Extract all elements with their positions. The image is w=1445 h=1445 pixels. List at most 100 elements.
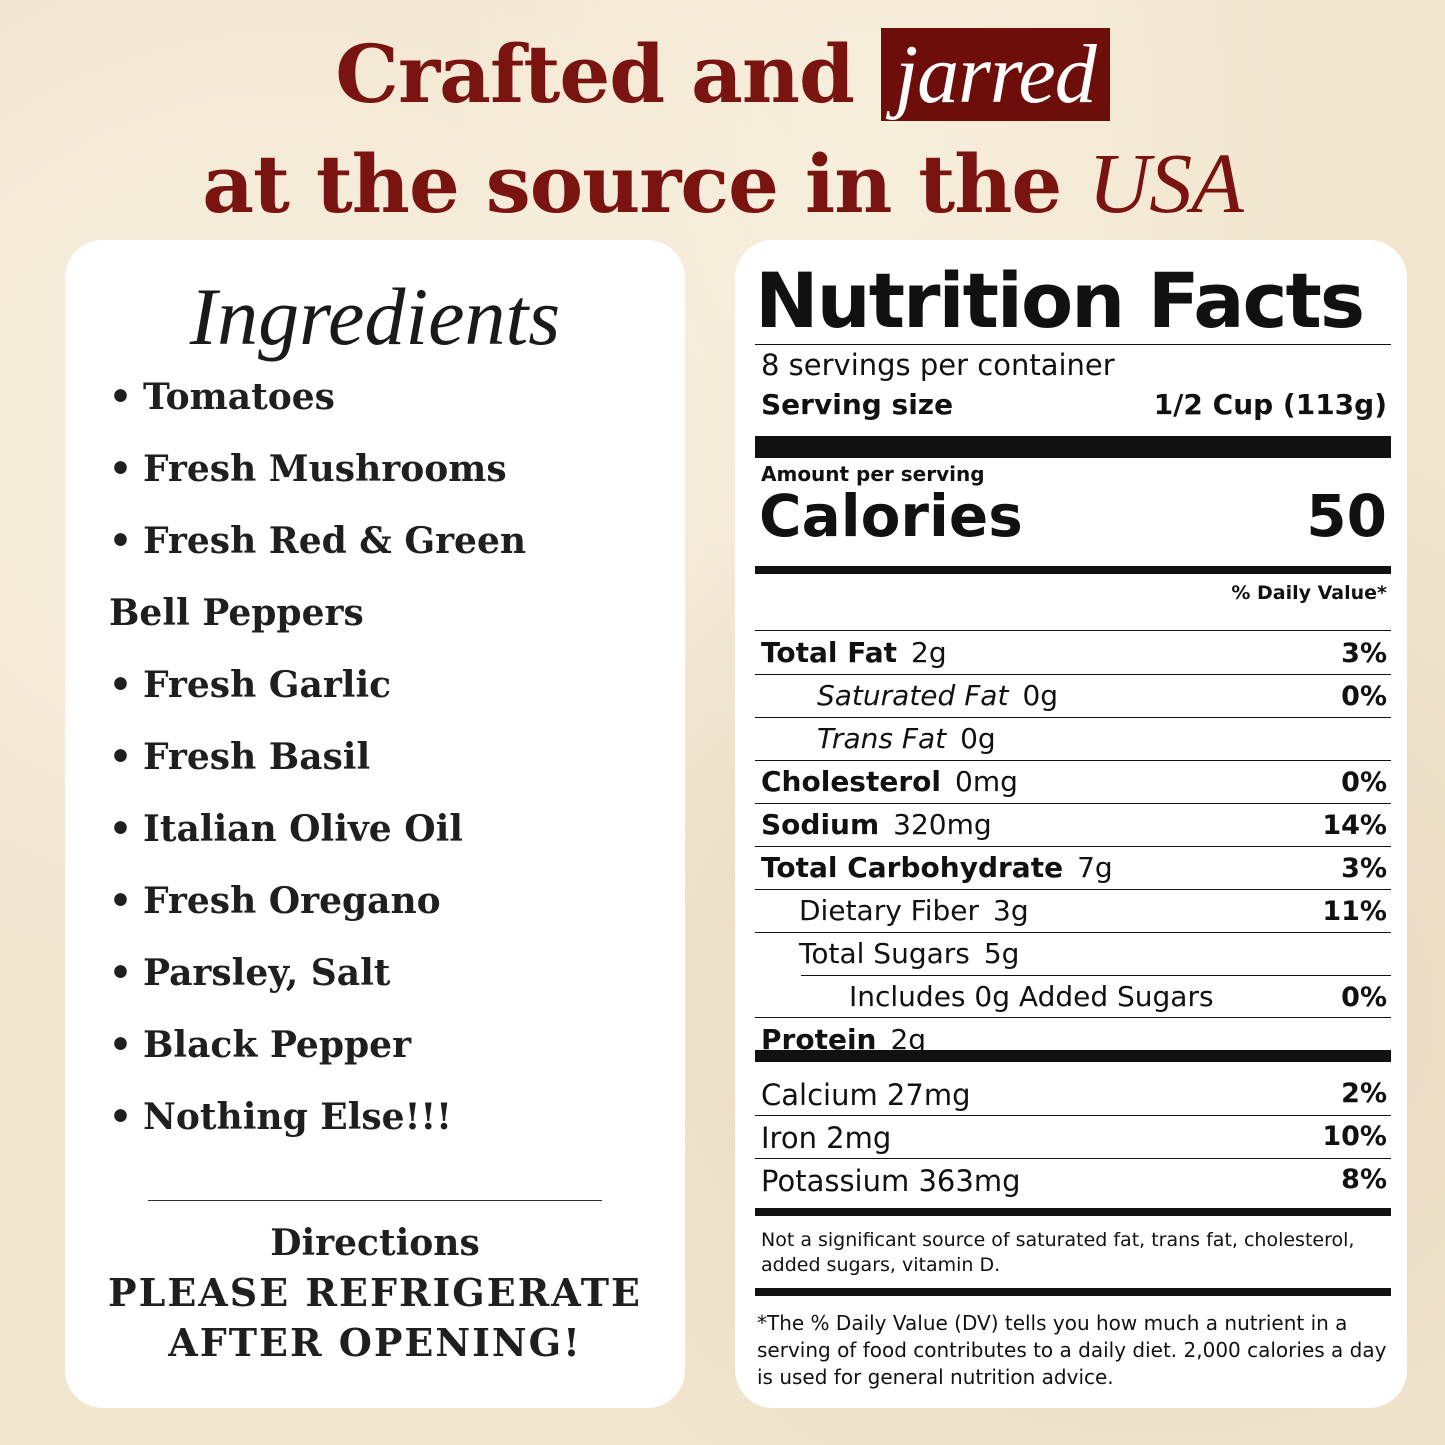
row-rule [801, 975, 1391, 976]
ingredients-card: Ingredients • Tomatoes • Fresh Mushrooms • Fr… [65, 240, 685, 1408]
headline-italic-word: USA [1088, 135, 1244, 231]
nutrient-label: Includes 0g Added Sugars [849, 980, 1214, 1013]
bullet: • [109, 1096, 133, 1138]
nutrient-label: Total Carbohydrate [761, 851, 1064, 884]
row-rule [755, 1115, 1391, 1116]
ingredient-item: • Tomatoes [109, 376, 335, 418]
nutrient-label: Total Sugars [799, 937, 970, 970]
nutrient-label: Trans Fat [817, 722, 947, 755]
nutrient-row: Saturated Fat 0g [817, 679, 1058, 712]
nutrient-label: Saturated Fat [817, 679, 1009, 712]
bullet: • [109, 736, 133, 778]
nutrient-amount: 5g [983, 937, 1020, 970]
bullet: • [109, 952, 133, 994]
nutrient-row: Sodium 320mg [761, 808, 992, 841]
row-rule [755, 932, 1391, 933]
ingredient-text: Bell Peppers [109, 592, 364, 634]
directions-line-2: AFTER OPENING! [168, 1320, 582, 1365]
ingredient-text: Nothing Else!!! [143, 1096, 452, 1138]
daily-value-footnote: *The % Daily Value (DV) tells you how mu… [757, 1311, 1387, 1389]
nutrient-row: Cholesterol 0mg [761, 765, 1018, 798]
serving-size-label: Serving size [761, 388, 954, 421]
nutrient-daily-value: 14% [1322, 810, 1387, 841]
ingredient-text: Fresh Basil [143, 736, 371, 778]
row-rule [755, 846, 1391, 847]
bullet: • [109, 1024, 133, 1066]
mineral-daily-value: 2% [1341, 1078, 1387, 1109]
nutrient-row: Includes 0g Added Sugars [849, 980, 1214, 1013]
nutrient-label: Total Fat [761, 636, 898, 669]
ingredient-item: • Fresh Garlic [109, 664, 391, 706]
ingredient-item: • Fresh Red & Green [109, 520, 526, 562]
nutrient-amount: 7g [1077, 851, 1113, 884]
bullet: • [109, 520, 133, 562]
medium-rule [755, 1288, 1391, 1296]
nutrient-row: Total Fat 2g [761, 636, 947, 669]
nutrient-amount: 0g [960, 722, 996, 755]
medium-rule [755, 1208, 1391, 1216]
headline-line-1: Crafted and jarred [0, 20, 1445, 129]
nutrient-daily-value: 3% [1341, 638, 1387, 669]
nutrient-daily-value: 0% [1341, 982, 1387, 1013]
headline-line-2-text: at the source in the [202, 137, 1062, 231]
nutrition-facts-title: Nutrition Facts [755, 256, 1365, 345]
ingredient-text: Fresh Oregano [143, 880, 441, 922]
ingredient-text: Tomatoes [143, 376, 335, 418]
headline-line-1-text: Crafted and [335, 27, 855, 121]
nutrient-daily-value: 3% [1341, 853, 1387, 884]
nutrition-facts-card: Nutrition Facts 8 servings per container… [735, 240, 1407, 1408]
thick-rule [755, 436, 1391, 458]
divider [148, 1200, 602, 1201]
ingredient-text: Fresh Mushrooms [143, 448, 507, 490]
ingredient-item: • Parsley, Salt [109, 952, 390, 994]
nutrient-label: Cholesterol [761, 765, 941, 798]
row-rule [755, 760, 1391, 761]
bullet: • [109, 808, 133, 850]
ingredient-item: • Nothing Else!!! [109, 1096, 452, 1138]
nutrient-amount: 0mg [955, 765, 1018, 798]
bullet: • [109, 448, 133, 490]
nutrition-note: Not a significant source of saturated fa… [761, 1229, 1355, 1276]
ingredient-text: Fresh Garlic [143, 664, 392, 706]
row-rule [755, 1158, 1391, 1159]
nutrient-daily-value: 0% [1341, 681, 1387, 712]
mineral-label: Calcium 27mg [761, 1078, 971, 1112]
nutrient-row: Dietary Fiber 3g [799, 894, 1029, 927]
amount-per-serving: Amount per serving [761, 462, 985, 486]
calories-value: 50 [1306, 482, 1387, 550]
mineral-daily-value: 8% [1341, 1164, 1387, 1195]
ingredient-item: • Fresh Oregano [109, 880, 441, 922]
nutrient-amount: 0g [1022, 679, 1059, 712]
thick-rule [755, 1050, 1391, 1062]
nutrient-label: Dietary Fiber [799, 894, 980, 927]
headline: Crafted and jarred at the source in the … [0, 20, 1445, 238]
ingredient-item: Bell Peppers [109, 592, 364, 634]
bullet: • [109, 664, 133, 706]
row-rule [755, 803, 1391, 804]
directions-title: Directions [270, 1222, 480, 1264]
nutrient-row: Trans Fat 0g [817, 722, 996, 755]
nutrient-amount: 320mg [893, 808, 992, 841]
servings-per-container: 8 servings per container [761, 348, 1115, 382]
row-rule [755, 674, 1391, 675]
row-rule [755, 889, 1391, 890]
ingredient-text: Parsley, Salt [143, 952, 391, 994]
row-rule [755, 1017, 1391, 1018]
ingredient-text: Italian Olive Oil [143, 808, 463, 850]
nutrient-row: Total Sugars 5g [799, 937, 1019, 970]
row-rule [755, 717, 1391, 718]
bullet: • [109, 376, 133, 418]
ingredient-item: • Italian Olive Oil [109, 808, 463, 850]
nutrient-amount: 3g [993, 894, 1029, 927]
serving-size-value: 1/2 Cup (113g) [1153, 388, 1387, 421]
ingredient-item: • Fresh Mushrooms [109, 448, 507, 490]
nutrient-amount: 2g [911, 636, 947, 669]
nutrient-label: Sodium [761, 808, 880, 841]
directions-line-1: PLEASE REFRIGERATE [108, 1270, 642, 1315]
ingredient-item: • Fresh Basil [109, 736, 370, 778]
mineral-label: Potassium 363mg [761, 1164, 1021, 1198]
ingredient-item: • Black Pepper [109, 1024, 411, 1066]
bullet: • [109, 880, 133, 922]
ingredient-text: Black Pepper [143, 1024, 412, 1066]
calories-label: Calories [759, 482, 1023, 550]
